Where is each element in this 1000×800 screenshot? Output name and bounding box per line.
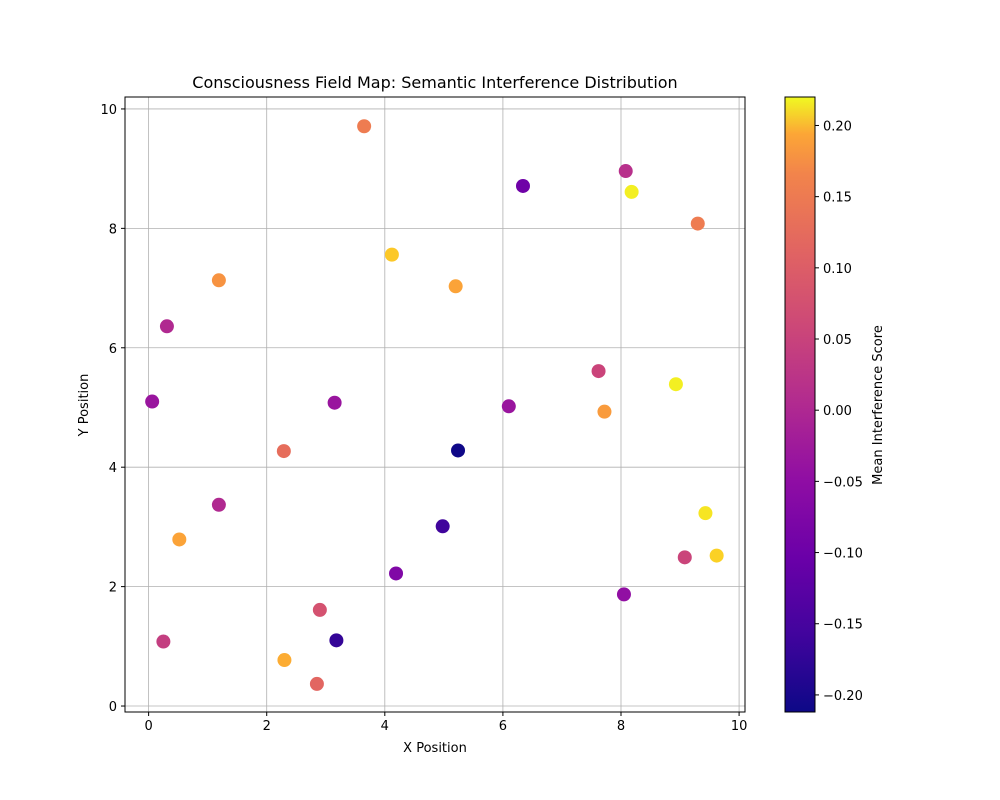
colorbar-tick-label: −0.15	[823, 618, 863, 633]
colorbar-tick-label: −0.05	[823, 475, 863, 490]
scatter-point	[389, 566, 404, 581]
scatter-point	[156, 634, 171, 649]
scatter-point	[159, 319, 174, 334]
scatter-point	[277, 653, 292, 668]
scatter-point	[145, 394, 160, 409]
y-tick-label: 10	[100, 103, 117, 118]
scatter-point	[515, 178, 530, 193]
colorbar-tick-label: 0.20	[823, 119, 852, 134]
scatter-point	[616, 587, 631, 602]
scatter-point	[618, 164, 633, 179]
colorbar-tick-label: 0.00	[823, 404, 852, 419]
grid-layer	[125, 97, 745, 712]
y-tick-label: 4	[109, 461, 117, 476]
scatter-point	[357, 119, 372, 134]
colorbar-tick-label: 0.15	[823, 191, 852, 206]
x-tick-label: 0	[144, 719, 152, 734]
y-tick-label: 0	[109, 700, 117, 715]
scatter-point	[501, 399, 516, 414]
colorbar-tick-label: −0.10	[823, 547, 863, 562]
scatter-point	[327, 395, 342, 410]
scatter-point	[172, 532, 187, 547]
points-layer	[145, 119, 724, 691]
scatter-point	[448, 279, 463, 294]
scatter-point	[677, 550, 692, 565]
scatter-point	[211, 497, 226, 512]
y-tick-label: 6	[109, 342, 117, 357]
colorbar	[784, 96, 816, 713]
y-axis-label: Y Position	[77, 374, 92, 438]
scatter-point	[276, 444, 291, 459]
scatter-point	[451, 443, 466, 458]
scatter-point	[384, 247, 399, 262]
scatter-point	[591, 364, 606, 379]
colorbar-label: Mean Interference Score	[871, 325, 886, 485]
y-axis: 0 2 4 6 8 10	[100, 103, 125, 715]
scatter-point	[312, 602, 327, 617]
x-tick-label: 2	[263, 719, 271, 734]
colorbar-axis: −0.20 −0.15 −0.10 −0.05 0.00 0.05 0.10 0.15 0.20	[815, 119, 863, 704]
chart-title: Consciousness Field Map: Semantic Interf…	[192, 73, 677, 92]
y-tick-label: 8	[109, 222, 117, 237]
scatter-point	[698, 506, 713, 521]
x-tick-label: 8	[617, 719, 625, 734]
scatter-point	[597, 404, 612, 419]
scatter-point	[624, 184, 639, 199]
scatter-point	[668, 377, 683, 392]
colorbar-tick-label: 0.05	[823, 333, 852, 348]
scatter-point	[690, 216, 705, 231]
colorbar-tick-label: 0.10	[823, 262, 852, 277]
scatter-point	[309, 676, 324, 691]
x-tick-label: 4	[381, 719, 389, 734]
scatter-point	[211, 273, 226, 288]
plot-frame	[124, 96, 746, 713]
scatter-point	[709, 548, 724, 563]
x-tick-label: 6	[499, 719, 507, 734]
x-axis: 0 2 4 6 8 10	[144, 712, 747, 734]
scatter-point	[435, 519, 450, 534]
x-tick-label: 10	[731, 719, 748, 734]
x-axis-label: X Position	[403, 741, 467, 756]
scatter-point	[329, 633, 344, 648]
colorbar-tick-label: −0.20	[823, 689, 863, 704]
y-tick-label: 2	[109, 581, 117, 596]
